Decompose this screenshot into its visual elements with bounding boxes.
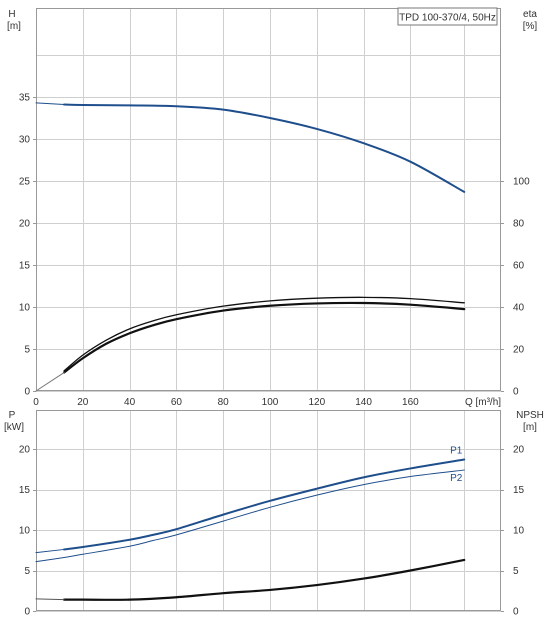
lower-series-line-p2 [35, 469, 465, 563]
upper-right-tick-label: 100 [513, 177, 530, 188]
upper-x-tick-label: 0 [33, 397, 39, 408]
upper-x-tick-label: 140 [355, 397, 372, 408]
upper-x-tick-label: 120 [308, 397, 325, 408]
upper-left-tick-label: 10 [19, 303, 31, 314]
upper-left-tick-label: 0 [24, 387, 30, 398]
lower-series-label-p2: P2 [450, 473, 463, 484]
upper-x-tick-label: 60 [171, 397, 183, 408]
lower-right-axis-title: NPSH [516, 410, 544, 421]
upper-left-tick-label: 35 [19, 93, 31, 104]
lower-left-tick-label: 0 [24, 607, 30, 618]
upper-series-line-0 [63, 103, 466, 193]
lower-left-axis-title: P [9, 410, 16, 421]
pump-title-box: TPD 100-370/4, 50Hz [397, 7, 498, 26]
lower-right-axis-unit: [m] [523, 422, 537, 433]
upper-right-tick-label: 40 [513, 303, 525, 314]
lower-left-tick-label: 5 [24, 566, 30, 577]
lower-series-label-p1: P1 [450, 446, 463, 457]
upper-series-line-4 [35, 372, 65, 392]
upper-left-axis-title: H [8, 9, 15, 20]
upper-left-tick-label: 15 [19, 261, 31, 272]
upper-x-tick-label: 20 [77, 397, 89, 408]
upper-x-tick-label: 40 [124, 397, 136, 408]
lower-right-tick-label: 0 [513, 607, 519, 618]
upper-left-tick-label: 20 [19, 219, 31, 230]
upper-left-tick-label: 25 [19, 177, 31, 188]
lower-right-tick-label: 15 [513, 485, 525, 496]
upper-right-axis-unit: [%] [523, 21, 538, 32]
upper-right-tick-label: 80 [513, 219, 525, 230]
lower-right-tick-label: 20 [513, 445, 525, 456]
lower-left-axis-unit: [kW] [4, 422, 24, 433]
lower-left-tick-label: 15 [19, 485, 31, 496]
pump-title: TPD 100-370/4, 50Hz [399, 13, 496, 24]
upper-left-tick-label: 5 [24, 345, 30, 356]
upper-series-line-1 [35, 102, 65, 106]
upper-x-axis-title: Q [m³/h] [465, 397, 501, 408]
upper-x-tick-label: 100 [262, 397, 279, 408]
lower-left-tick-label: 10 [19, 526, 31, 537]
lower-right-tick-label: 10 [513, 526, 525, 537]
lower-right-tick-label: 5 [513, 566, 519, 577]
upper-right-tick-label: 60 [513, 261, 525, 272]
upper-x-tick-label: 80 [218, 397, 230, 408]
lower-plot-frame [36, 410, 501, 611]
upper-series-line-2 [63, 296, 465, 372]
lower-series-line-p1 [63, 458, 466, 551]
lower-series-line-4 [35, 598, 65, 601]
upper-x-tick-label: 160 [402, 397, 419, 408]
upper-left-axis-unit: [m] [7, 21, 21, 32]
upper-grid [36, 8, 501, 392]
lower-series-line-1 [35, 548, 65, 554]
upper-left-tick-label: 30 [19, 135, 31, 146]
upper-right-tick-label: 0 [513, 387, 519, 398]
head-efficiency-panel: 0 5 10 15 20 25 30 35 0 20 40 60 80 100 H[m] eta[%] 0 20 4… [7, 8, 537, 408]
lower-left-tick-label: 20 [19, 445, 31, 456]
upper-right-axis-title: eta [523, 9, 537, 20]
lower-grid [36, 410, 501, 612]
upper-right-tick-label: 20 [513, 345, 525, 356]
upper-series-line-3 [62, 301, 466, 374]
power-npsh-panel: 0 5 10 15 20 0 5 10 15 20 P[kW] NPSH[m] P1 P2 [4, 410, 544, 618]
lower-series-line-3 [62, 558, 466, 601]
upper-plot-frame [36, 8, 501, 391]
